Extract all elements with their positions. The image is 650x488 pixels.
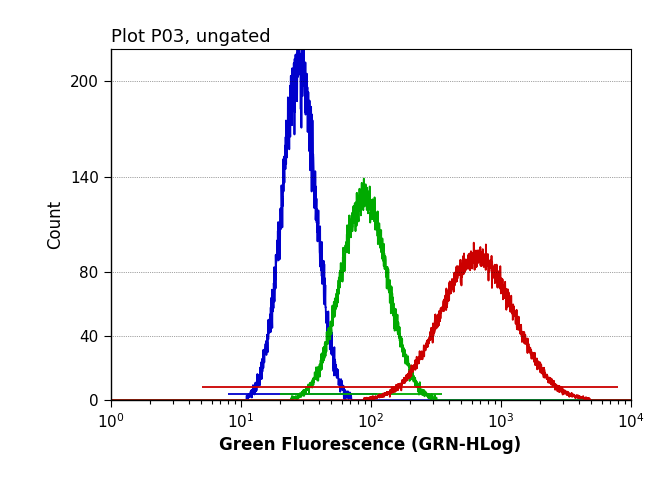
Text: Plot P03, ungated: Plot P03, ungated xyxy=(111,28,270,46)
X-axis label: Green Fluorescence (GRN-HLog): Green Fluorescence (GRN-HLog) xyxy=(220,436,521,454)
Y-axis label: Count: Count xyxy=(46,200,64,249)
